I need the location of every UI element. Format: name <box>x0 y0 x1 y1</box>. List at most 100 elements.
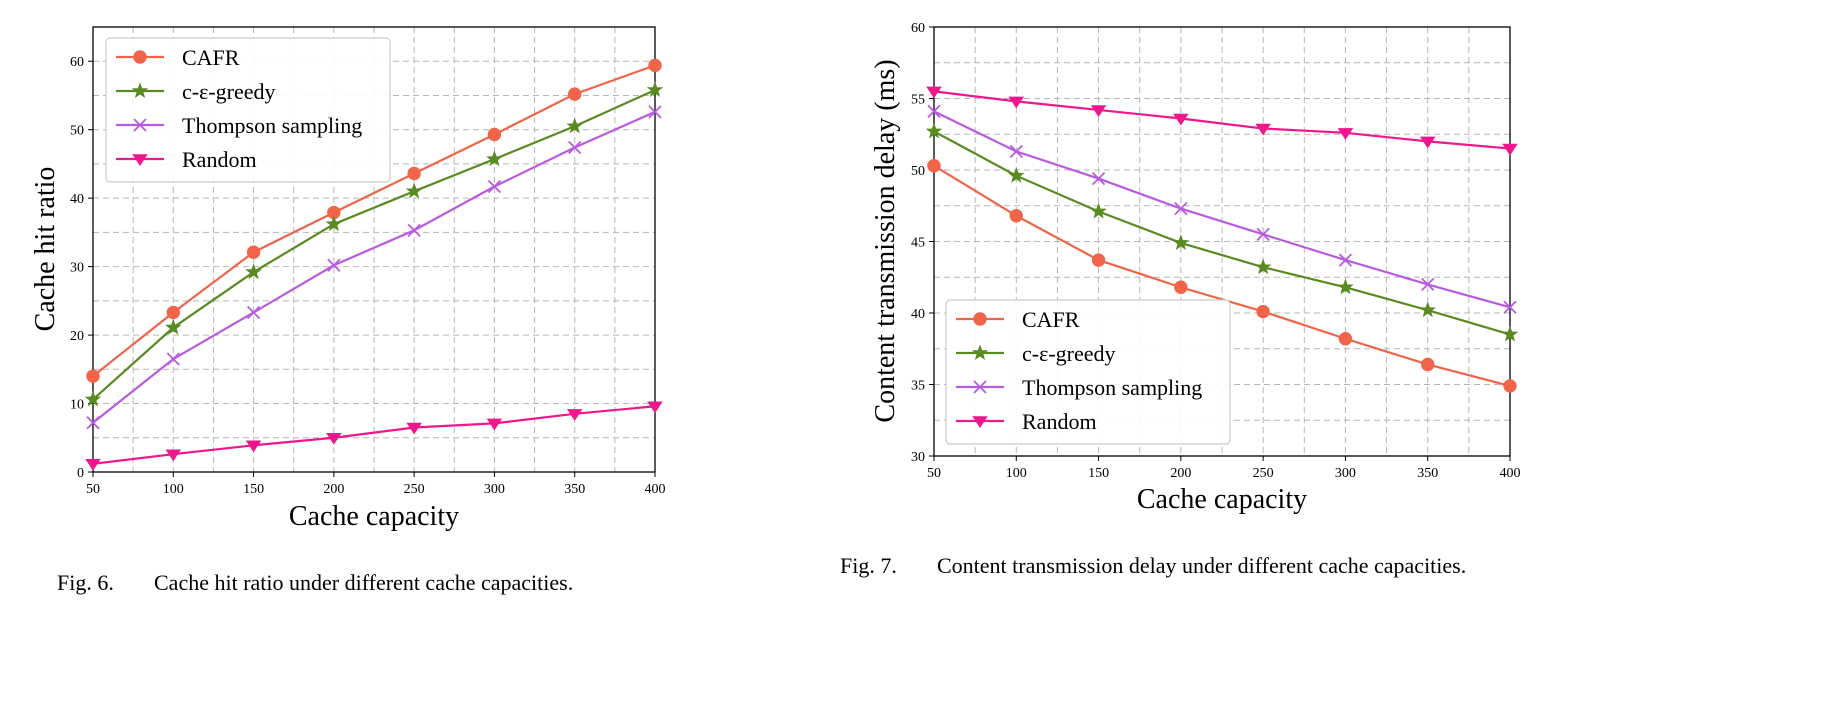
x-tick-label: 100 <box>1006 466 1027 481</box>
legend-marker <box>973 380 987 394</box>
data-point <box>326 433 342 445</box>
series-random <box>926 86 1518 156</box>
data-point <box>647 401 663 414</box>
data-point <box>1338 253 1353 267</box>
data-point <box>1421 357 1435 372</box>
data-point <box>1255 123 1271 136</box>
data-point <box>86 369 100 383</box>
chart-transmission-delay: 50 100 150 200 250 300 350 400 30 35 40 45 50 55 60 Cac… <box>870 21 1521 515</box>
data-point <box>1008 167 1025 183</box>
data-point <box>927 159 941 173</box>
legend-marker <box>131 82 149 99</box>
data-point <box>166 305 180 320</box>
legend-label: Thompson sampling <box>1022 375 1202 400</box>
series-c-greedy <box>925 122 1519 342</box>
data-point <box>1503 379 1517 393</box>
y-tick-label: 10 <box>70 398 84 413</box>
series-cafr <box>86 58 662 383</box>
data-point <box>1009 144 1023 159</box>
data-point <box>245 440 262 453</box>
series-line <box>92 64 656 378</box>
x-tick-label: 400 <box>1500 466 1521 481</box>
data-point <box>1173 113 1189 126</box>
x-tick-label: 50 <box>86 482 100 497</box>
y-tick-label: 50 <box>70 124 84 139</box>
caption-label: Fig. 7. <box>840 553 897 578</box>
data-point <box>1090 202 1107 219</box>
y-tick-label: 55 <box>911 93 925 108</box>
data-point <box>1254 258 1272 275</box>
data-point <box>1337 128 1354 140</box>
y-tick-label: 30 <box>911 450 925 465</box>
data-point <box>165 449 182 462</box>
data-point <box>86 416 100 430</box>
data-point <box>84 390 102 407</box>
data-point <box>1091 253 1106 267</box>
legend-box <box>105 37 391 183</box>
legend-marker <box>973 312 987 326</box>
legend-marker <box>132 154 148 167</box>
series-line <box>92 110 656 424</box>
x-tick-label: 200 <box>323 482 344 497</box>
y-axis-label: Cache hit ratio <box>30 167 61 332</box>
data-point <box>246 305 261 320</box>
x-tick-label: 200 <box>1170 466 1191 481</box>
plot-frame <box>92 26 656 473</box>
captions: Fig. 6. Cache hit ratio under different c… <box>57 553 1466 595</box>
data-point <box>1172 234 1190 250</box>
data-point <box>1502 143 1518 156</box>
y-tick-label: 50 <box>911 164 925 179</box>
legend-label: CAFR <box>1022 307 1080 332</box>
y-tick-label: 40 <box>70 192 84 207</box>
series-line <box>92 88 656 401</box>
data-point <box>927 104 941 119</box>
series-line <box>933 110 1511 309</box>
series-cafr <box>927 159 1517 393</box>
data-point <box>1008 96 1025 109</box>
data-point <box>1503 300 1517 314</box>
data-point <box>568 140 582 155</box>
data-point <box>405 182 423 199</box>
y-tick-label: 30 <box>70 261 84 276</box>
caption-text: Content transmission delay under differe… <box>937 553 1466 578</box>
y-tick-label: 60 <box>70 55 84 70</box>
data-point <box>1337 278 1354 295</box>
data-point <box>325 215 343 232</box>
data-point <box>1256 227 1270 241</box>
legend-label: c-ε-greedy <box>182 79 276 104</box>
data-point <box>1090 105 1107 117</box>
data-point <box>327 258 341 272</box>
data-point <box>648 105 662 119</box>
y-tick-label: 40 <box>911 307 925 322</box>
data-point <box>1256 304 1270 319</box>
data-point <box>486 418 503 431</box>
x-tick-label: 350 <box>564 482 585 497</box>
data-point <box>1419 301 1436 318</box>
data-point <box>646 81 664 97</box>
data-point <box>1174 201 1188 216</box>
series-thompson-sampling <box>927 104 1517 314</box>
data-point <box>166 352 180 366</box>
series-c-greedy <box>84 81 664 407</box>
legend-label: Thompson sampling <box>182 113 362 138</box>
x-tick-label: 250 <box>1253 466 1274 481</box>
data-point <box>648 58 662 73</box>
y-axis-label: Content transmission delay (ms) <box>870 59 901 422</box>
x-tick-label: 300 <box>484 482 505 497</box>
legend-label: CAFR <box>182 45 240 70</box>
data-point <box>1174 280 1188 294</box>
data-point <box>407 166 421 181</box>
legend-box <box>945 299 1231 445</box>
y-tick-label: 35 <box>911 379 925 394</box>
data-point <box>1421 277 1435 292</box>
series-line <box>933 130 1511 336</box>
legend-marker <box>971 344 989 361</box>
y-tick-label: 0 <box>77 466 84 481</box>
legend-marker <box>133 50 147 64</box>
series-line <box>92 405 656 465</box>
data-point <box>1501 325 1519 342</box>
x-tick-label: 150 <box>243 482 264 497</box>
legend: CAFR c-ε-greedy Thompson sampling Random <box>945 299 1231 445</box>
data-point <box>486 150 503 167</box>
